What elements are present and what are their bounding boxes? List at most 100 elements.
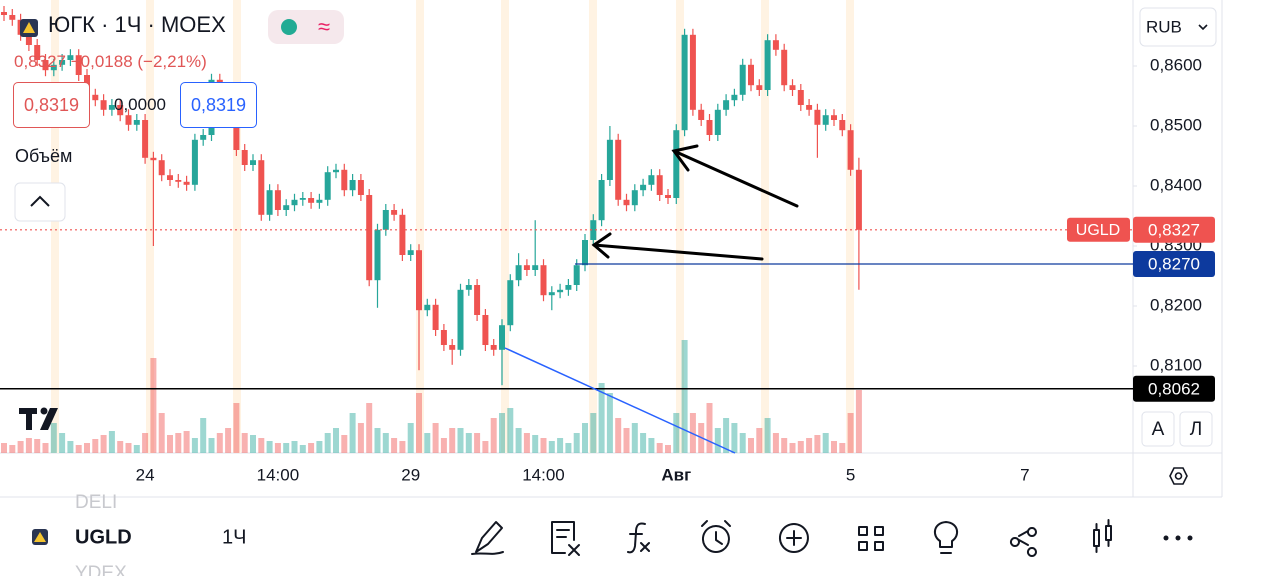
auto-scale-label: A (1152, 419, 1165, 440)
volume-bar (606, 393, 613, 453)
candle-body (598, 180, 605, 221)
volume-bar (847, 413, 854, 453)
candle-body (250, 160, 256, 165)
x-tick-label: 29 (401, 465, 420, 484)
volume-bar (158, 413, 165, 453)
currency-dropdown[interactable] (1139, 7, 1217, 47)
volume-bar (250, 435, 256, 453)
candle-body (615, 139, 622, 200)
candle-body (789, 85, 796, 90)
volume-bar (523, 433, 530, 453)
volume-bar (407, 423, 414, 453)
status-pill (268, 10, 344, 44)
candle-body (274, 190, 281, 210)
candle-body (847, 130, 854, 170)
volume-bar (59, 433, 66, 453)
auto-scale-button[interactable] (1141, 411, 1175, 447)
candle-body (673, 130, 680, 198)
volume-bar (84, 443, 90, 453)
volume-bar (440, 438, 447, 453)
session-band (416, 0, 424, 453)
candle-body (59, 60, 66, 65)
volume-bar (324, 433, 331, 453)
volume-bar (142, 433, 149, 453)
volume-bar (391, 438, 398, 453)
volume-bar (241, 433, 248, 453)
candle-body (241, 150, 248, 165)
toolbar-symbol[interactable]: UGLD (75, 526, 132, 548)
volume-bar (183, 431, 190, 453)
candle-body (50, 64, 57, 71)
candle-body (158, 160, 165, 176)
sell-price[interactable]: 0,8319 (13, 82, 91, 128)
volume-bar (573, 433, 580, 453)
x-tick-label: 14:00 (257, 465, 300, 484)
indicators-tool[interactable] (627, 522, 650, 554)
candle-body (349, 180, 356, 191)
dropdown-icon (1198, 24, 1208, 31)
collapse-button[interactable] (14, 182, 66, 222)
ideas-tool[interactable] (551, 521, 580, 556)
candle-body (748, 64, 754, 86)
volume-bar (449, 428, 456, 453)
candle-body (573, 265, 580, 285)
volume-bar (100, 435, 107, 453)
volume-bar (723, 418, 730, 453)
candle-body (606, 139, 613, 180)
candle-body (366, 195, 373, 281)
candle-body (449, 345, 456, 350)
symbol-logo-mark (34, 532, 46, 542)
buy-price[interactable]: 0,8319 (180, 82, 258, 128)
candle-body (631, 190, 638, 206)
share-tool[interactable] (1009, 527, 1037, 557)
delay-icon: ≈ (318, 14, 330, 39)
volume-bar (167, 435, 173, 453)
candle-body (258, 160, 265, 215)
volume-bar (598, 383, 605, 453)
volume-bar (557, 438, 564, 453)
price-level-label: 0,8270 (1148, 254, 1200, 273)
session-band (233, 0, 241, 453)
candle-body (117, 105, 124, 116)
candle-body (465, 285, 472, 290)
collapse-icon (30, 195, 50, 207)
layout-tool[interactable] (858, 526, 884, 551)
add-tool[interactable] (778, 523, 809, 553)
log-scale-button[interactable] (1179, 411, 1213, 447)
volume-bar (316, 441, 323, 453)
candle-body (200, 135, 207, 140)
candle-body (806, 105, 813, 110)
volume-bar (665, 445, 671, 453)
candle-body (416, 250, 422, 311)
volume-bar (208, 438, 215, 453)
more-tool[interactable] (1163, 535, 1193, 541)
candle-body (150, 157, 157, 161)
chart-type-tool[interactable] (1093, 519, 1112, 553)
candle-body (191, 139, 198, 185)
candle-body (474, 285, 481, 315)
volume-bar (150, 358, 157, 453)
volume-bar (191, 438, 198, 453)
y-tick-label: 0,8100 (1150, 355, 1202, 374)
candle-body (781, 49, 788, 86)
volume-bar (333, 428, 339, 453)
volume-bar (507, 408, 514, 453)
draw-tool[interactable] (471, 521, 504, 555)
volume-bar (125, 443, 132, 453)
candle-body (515, 265, 522, 281)
alert-tool[interactable] (701, 520, 731, 553)
settings-icon[interactable] (1169, 467, 1188, 485)
symbol-tag-label: UGLD (1076, 222, 1120, 239)
volume-bar (17, 441, 24, 453)
candle-body (706, 120, 713, 135)
candle-body (590, 220, 597, 240)
volume-bar (1, 443, 7, 453)
candle-body (490, 345, 497, 350)
hint-tool[interactable] (933, 521, 959, 554)
candle-body (382, 210, 389, 230)
volume-bar (714, 428, 721, 453)
volume-bar (283, 443, 290, 453)
volume-bar (200, 418, 207, 453)
toolbar-interval[interactable]: 1Ч (222, 526, 246, 548)
